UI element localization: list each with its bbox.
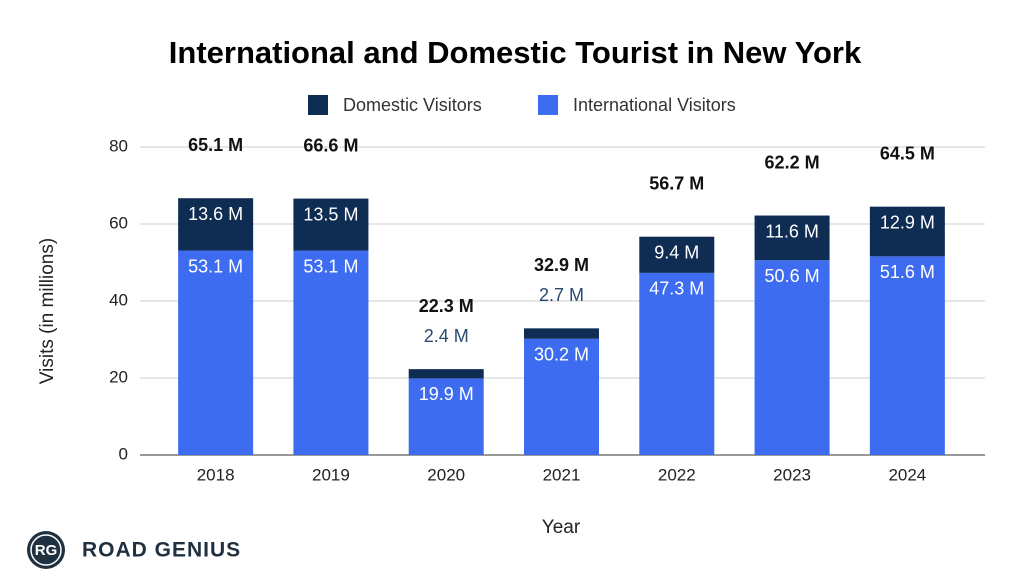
value-label: 53.1 M bbox=[188, 256, 243, 276]
y-tick-label: 20 bbox=[109, 367, 128, 386]
bar-segment bbox=[178, 198, 254, 251]
total-label: 22.3 M bbox=[419, 296, 474, 316]
bar-segment bbox=[754, 215, 830, 261]
bar-segment bbox=[178, 250, 254, 455]
bar-segment bbox=[408, 378, 484, 455]
x-tick-label: 2020 bbox=[427, 465, 465, 484]
x-axis-label: Year bbox=[542, 517, 581, 538]
bar-segment bbox=[754, 260, 830, 455]
bar-segment bbox=[408, 369, 484, 379]
chart-title: International and Domestic Tourist in Ne… bbox=[169, 35, 862, 70]
x-tick-label: 2021 bbox=[543, 465, 581, 484]
logo-badge-text: RG bbox=[35, 542, 58, 559]
logo-badge bbox=[27, 531, 65, 569]
value-label: 12.9 M bbox=[880, 212, 935, 232]
x-tick-label: 2023 bbox=[773, 465, 811, 484]
value-label: 50.6 M bbox=[765, 266, 820, 286]
legend-label: Domestic Visitors bbox=[343, 95, 482, 115]
value-label: 51.6 M bbox=[880, 262, 935, 282]
y-tick-label: 0 bbox=[119, 444, 128, 463]
logo-ring bbox=[30, 534, 62, 566]
x-tick-label: 2024 bbox=[888, 465, 926, 484]
value-label: 13.6 M bbox=[188, 204, 243, 224]
value-label: 2.7 M bbox=[539, 285, 584, 305]
total-label: 56.7 M bbox=[649, 173, 704, 193]
y-tick-label: 60 bbox=[109, 213, 128, 232]
bar-segment bbox=[524, 328, 599, 339]
value-label: 30.2 M bbox=[534, 344, 589, 364]
x-tick-label: 2018 bbox=[197, 465, 235, 484]
legend-label: International Visitors bbox=[573, 95, 736, 115]
y-axis-label: Visits (in millions) bbox=[37, 238, 58, 384]
value-label: 9.4 M bbox=[654, 242, 699, 262]
bar-segment bbox=[639, 272, 715, 455]
bar-segment bbox=[293, 250, 369, 455]
value-label: 2.4 M bbox=[424, 326, 469, 346]
y-tick-label: 80 bbox=[109, 136, 128, 155]
total-label: 62.2 M bbox=[765, 152, 820, 172]
y-tick-label: 40 bbox=[109, 290, 128, 309]
total-label: 64.5 M bbox=[880, 143, 935, 163]
bar-segment bbox=[293, 198, 369, 251]
value-label: 19.9 M bbox=[419, 384, 474, 404]
total-label: 65.1 M bbox=[188, 135, 243, 155]
bar-segment bbox=[524, 338, 599, 455]
x-tick-label: 2019 bbox=[312, 465, 350, 484]
bar-segment bbox=[639, 236, 715, 273]
bar-segment bbox=[869, 256, 945, 455]
logo-text: ROAD GENIUS bbox=[82, 539, 241, 562]
total-label: 32.9 M bbox=[534, 255, 589, 275]
total-label: 66.6 M bbox=[303, 135, 358, 155]
x-tick-label: 2022 bbox=[658, 465, 696, 484]
logo: RG ROAD GENIUS bbox=[27, 531, 241, 569]
value-label: 53.1 M bbox=[303, 256, 358, 276]
legend-swatch bbox=[308, 95, 328, 115]
value-label: 11.6 M bbox=[765, 221, 819, 241]
value-label: 13.5 M bbox=[303, 204, 358, 224]
value-label: 47.3 M bbox=[649, 279, 704, 299]
legend-swatch bbox=[538, 95, 558, 115]
bar-segment bbox=[869, 206, 945, 257]
